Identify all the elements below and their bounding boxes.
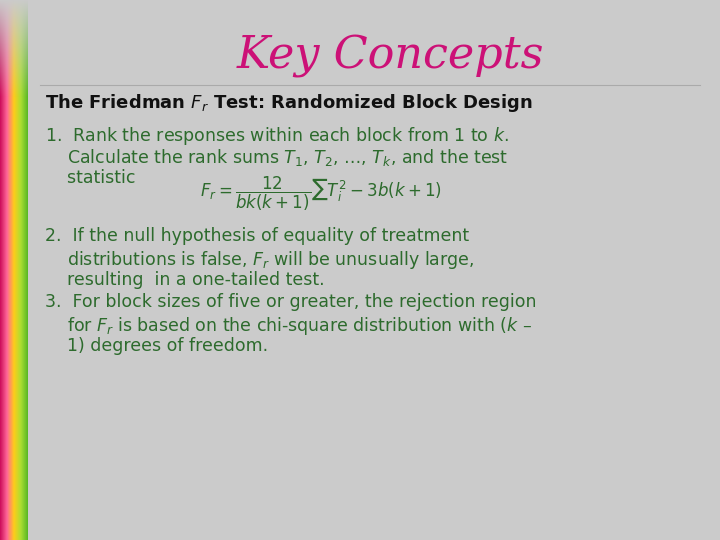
Text: 1) degrees of freedom.: 1) degrees of freedom. <box>45 337 268 355</box>
Text: Key Concepts: Key Concepts <box>236 35 544 78</box>
Text: for $F_r$ is based on the chi-square distribution with ($k$ –: for $F_r$ is based on the chi-square dis… <box>45 315 532 337</box>
Text: 1.  Rank the responses within each block from 1 to $k$.: 1. Rank the responses within each block … <box>45 125 509 147</box>
Text: distributions is false, $F_r$ will be unusually large,: distributions is false, $F_r$ will be un… <box>45 249 474 271</box>
Text: Calculate the rank sums $T_1$, $T_2$, …, $T_k$, and the test: Calculate the rank sums $T_1$, $T_2$, …,… <box>45 147 508 168</box>
Text: $F_r = \dfrac{12}{bk(k+1)}\sum T_i^2 - 3b(k+1)$: $F_r = \dfrac{12}{bk(k+1)}\sum T_i^2 - 3… <box>200 175 442 213</box>
Text: statistic: statistic <box>45 169 135 187</box>
Text: The Friedman $\mathit{F}_r$ Test: Randomized Block Design: The Friedman $\mathit{F}_r$ Test: Random… <box>45 92 533 114</box>
Text: resulting  in a one-tailed test.: resulting in a one-tailed test. <box>45 271 325 289</box>
Text: 2.  If the null hypothesis of equality of treatment: 2. If the null hypothesis of equality of… <box>45 227 469 245</box>
Text: 3.  For block sizes of five or greater, the rejection region: 3. For block sizes of five or greater, t… <box>45 293 536 311</box>
